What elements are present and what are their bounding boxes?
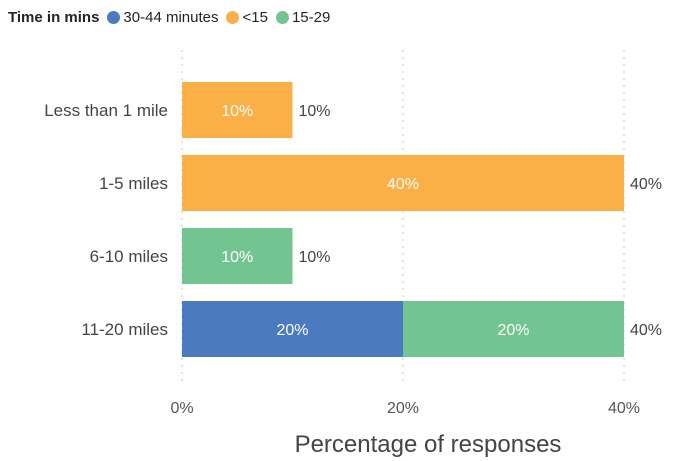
category-label: 11-20 miles <box>81 320 168 339</box>
x-tick-label: 40% <box>608 400 640 417</box>
legend-label-under-15: <15 <box>242 8 268 26</box>
legend-item-30-44-minutes[interactable]: 30-44 minutes <box>107 9 218 26</box>
legend-label-30-44-minutes: 30-44 minutes <box>123 8 219 26</box>
x-tick-label: 0% <box>170 400 193 417</box>
x-axis-title: Percentage of responses <box>295 431 562 458</box>
bar-data-label: 20% <box>276 322 308 339</box>
legend-swatch-30-44-minutes <box>107 10 121 24</box>
bar-data-label: 40% <box>387 176 419 193</box>
legend-swatch-under-15 <box>226 10 240 24</box>
bar-total-label: 10% <box>299 103 331 120</box>
legend-item-under-15[interactable]: <15 <box>226 8 268 26</box>
bar-total-label: 40% <box>630 322 662 339</box>
bar-data-label: 20% <box>497 322 529 339</box>
bar-segment[interactable] <box>182 82 293 138</box>
category-label: Less than 1 mile <box>44 101 168 120</box>
category-label: 6-10 miles <box>90 247 168 266</box>
legend-swatch-15-29 <box>275 10 289 24</box>
bar-data-label: 10% <box>221 249 253 266</box>
x-tick-label: 20% <box>387 400 419 417</box>
bars <box>182 82 624 357</box>
bar-segment[interactable] <box>182 228 293 284</box>
bar-segment[interactable] <box>182 155 624 211</box>
bar-segment[interactable] <box>182 301 403 357</box>
legend-item-15-29[interactable]: 15-29 <box>275 8 331 26</box>
bar-total-label: 40% <box>630 176 662 193</box>
category-label: 1-5 miles <box>99 174 168 193</box>
labels: 0% 20% 40% Less than 1 mile 10% 10% 1-5 miles 4… <box>44 101 662 417</box>
bar-data-label: 10% <box>221 103 253 120</box>
legend-title: Time in mins <box>8 8 100 26</box>
bar-total-label: 10% <box>299 249 331 266</box>
legend-label-15-29: 15-29 <box>291 8 331 26</box>
bar-segment[interactable] <box>403 301 624 357</box>
chart-legend: Time in mins 30-44 minutes <15 15-29 <box>8 6 338 28</box>
